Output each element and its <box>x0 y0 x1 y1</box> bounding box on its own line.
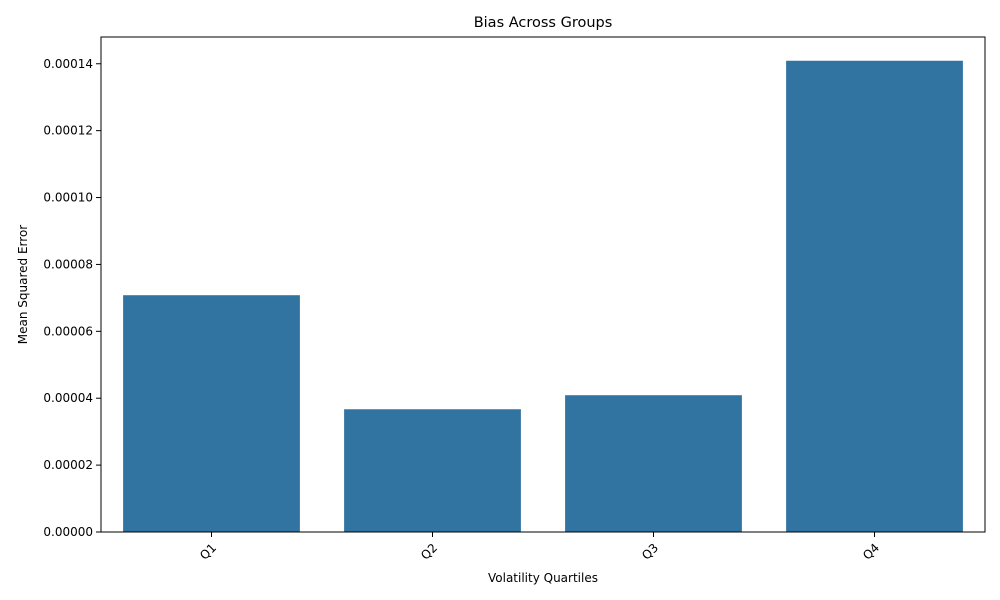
y-tick-label: 0.00002 <box>43 458 93 472</box>
y-tick-label: 0.00000 <box>43 525 93 539</box>
x-axis-label: Volatility Quartiles <box>488 571 598 585</box>
x-tick-label-q3: Q3 <box>639 541 661 563</box>
x-tick-label-q1: Q1 <box>197 541 219 563</box>
bar-q4 <box>786 60 963 533</box>
bar-q3 <box>565 395 742 532</box>
y-tick-label: 0.00012 <box>43 124 93 138</box>
y-tick-label: 0.00014 <box>43 57 93 71</box>
bars-group <box>123 60 963 533</box>
x-tick-label-q2: Q2 <box>418 541 440 563</box>
y-axis-label: Mean Squared Error <box>16 225 30 345</box>
y-tick-label: 0.00006 <box>43 324 93 338</box>
x-axis-ticks: Q1 Q2 Q3 Q4 <box>197 532 882 563</box>
y-tick-label: 0.00008 <box>43 257 93 271</box>
y-tick-label: 0.00004 <box>43 391 93 405</box>
y-axis-ticks: 0.00000 0.00002 0.00004 0.00006 0.00008 0.000… <box>43 57 101 539</box>
bar-q2 <box>344 409 521 532</box>
chart-title: Bias Across Groups <box>474 15 613 31</box>
plot-area: 0.00000 0.00002 0.00004 0.00006 0.00008 0.000… <box>43 36 986 563</box>
x-tick-label-q4: Q4 <box>860 541 882 563</box>
plot-frame <box>100 36 986 533</box>
bar-q1 <box>123 295 300 532</box>
y-tick-label: 0.00010 <box>43 191 93 205</box>
